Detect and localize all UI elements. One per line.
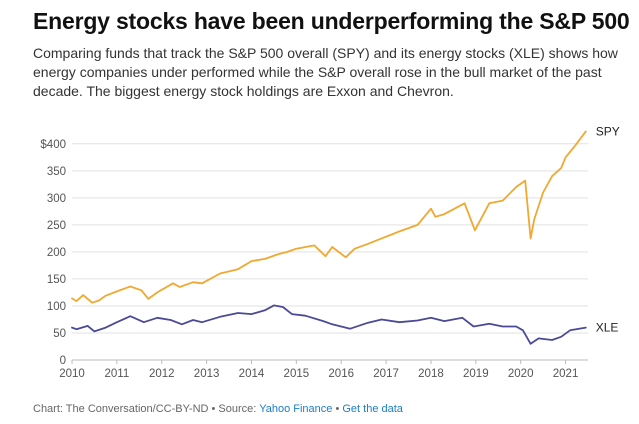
x-tick-label: 2021 — [553, 368, 579, 380]
series-label-xle: XLE — [596, 321, 619, 335]
x-tick-label: 2016 — [328, 368, 354, 380]
y-tick-label: 250 — [47, 220, 66, 232]
chart-title: Energy stocks have been underperforming … — [33, 8, 630, 34]
y-tick-label: 300 — [47, 193, 66, 205]
x-tick-label: 2015 — [284, 368, 310, 380]
x-tick-label: 2019 — [463, 368, 489, 380]
chart-subtitle: Comparing funds that track the S&P 500 o… — [33, 45, 618, 99]
series-labels: SPY XLE — [596, 124, 620, 334]
y-tick-label: 50 — [53, 328, 66, 340]
source-link[interactable]: Yahoo Finance — [259, 403, 333, 415]
get-data-link[interactable]: Get the data — [342, 403, 403, 415]
y-tick-label: 350 — [47, 166, 66, 178]
y-tick-label: $400 — [40, 139, 66, 151]
x-tick-label: 2010 — [59, 368, 85, 380]
x-tick-label: 2017 — [373, 368, 399, 380]
y-tick-label: 100 — [47, 301, 66, 313]
series-label-spy: SPY — [596, 124, 620, 138]
y-tick-label: 0 — [60, 355, 66, 367]
y-tick-label: 200 — [47, 247, 66, 259]
x-tick-label: 2014 — [239, 368, 265, 380]
footer-separator-2: • — [332, 403, 343, 415]
y-tick-label: 150 — [47, 274, 66, 286]
x-tick-label: 2013 — [194, 368, 220, 380]
x-tick-label: 2012 — [149, 368, 175, 380]
gridlines — [72, 143, 588, 361]
series-line-xle — [71, 304, 587, 345]
series-lines — [71, 130, 587, 345]
x-tick-label: 2018 — [418, 368, 444, 380]
axis-ticks: 0 50 100 150 200 250 300 350 $400 2010 2011 2012 201… — [40, 139, 578, 380]
footer-separator: • Source: — [208, 403, 260, 415]
chart-footer: Chart: The Conversation/CC-BY-ND • Sourc… — [33, 403, 403, 415]
x-tick-label: 2020 — [508, 368, 534, 380]
series-line-spy — [71, 130, 587, 304]
footer-credit: Chart: The Conversation/CC-BY-ND — [33, 403, 209, 415]
x-tick-label: 2011 — [105, 368, 130, 380]
